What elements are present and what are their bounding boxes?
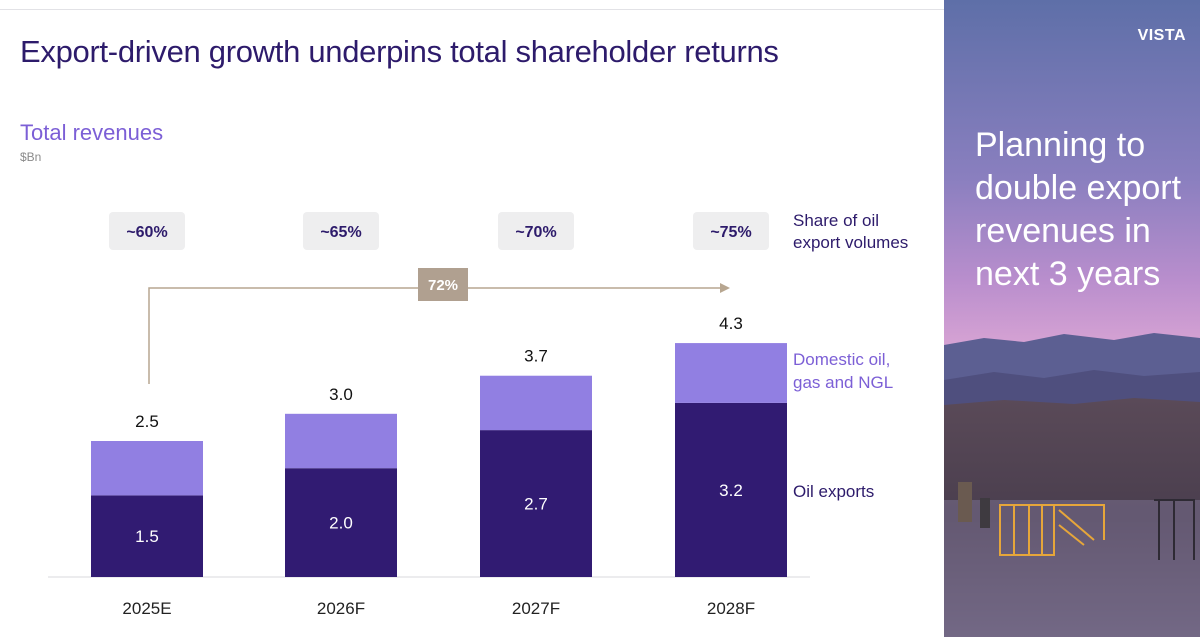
- bar-domestic-2026F: [285, 413, 397, 469]
- x-tick-label-2026F: 2026F: [317, 599, 365, 618]
- legend-domestic-line1: Domestic oil,: [793, 350, 890, 369]
- share-value-2026F: ~65%: [320, 224, 361, 241]
- share-value-2028F: ~75%: [710, 224, 751, 241]
- bar-domestic-2027F: [480, 375, 592, 431]
- bar-oil-exports-2028F: [675, 402, 787, 577]
- x-tick-label-2028F: 2028F: [707, 599, 755, 618]
- page-title: Export-driven growth underpins total sha…: [20, 34, 779, 69]
- bar-oil-exports-2025E: [91, 495, 203, 577]
- cagr-label: 72%: [428, 277, 458, 294]
- value-label-exports-2027F: 2.7: [524, 495, 548, 514]
- share-badge-2028F: [693, 212, 769, 250]
- total-label-2026F: 3.0: [329, 385, 353, 404]
- bar-domestic-2028F: [675, 343, 787, 403]
- bar-oil-exports-2026F: [285, 468, 397, 577]
- unit-label: $Bn: [20, 150, 42, 164]
- total-label-2025E: 2.5: [135, 412, 159, 431]
- total-label-2027F: 3.7: [524, 347, 548, 366]
- growth-arrow-line: [148, 287, 720, 384]
- x-tick-label-2027F: 2027F: [512, 599, 560, 618]
- top-divider: [0, 9, 944, 10]
- growth-arrow-head: [720, 283, 730, 293]
- bar-oil-exports-2027F: [480, 430, 592, 577]
- share-value-2025E: ~60%: [126, 224, 167, 241]
- share-badge-2027F: [498, 212, 574, 250]
- value-label-exports-2026F: 2.0: [329, 514, 353, 533]
- value-label-exports-2028F: 3.2: [719, 481, 743, 500]
- landscape-photo: [944, 0, 1200, 637]
- legend-domestic-line2: gas and NGL: [793, 373, 893, 392]
- sidebar-panel: VISTA Planning to double export revenues…: [944, 0, 1200, 637]
- chart-title: Total revenues: [20, 120, 164, 145]
- share-badge-2025E: [109, 212, 185, 250]
- revenue-chart: 1.5 2.5 2025E ~60% 2.0 3.0 2026F ~65% 2.7 3.7 2027…: [48, 211, 908, 618]
- x-tick-label-2025E: 2025E: [122, 599, 171, 618]
- value-label-exports-2025E: 1.5: [135, 527, 159, 546]
- share-badge-2026F: [303, 212, 379, 250]
- bar-domestic-2025E: [91, 441, 203, 496]
- sidebar-tagline: Planning to double export revenues in ne…: [975, 126, 1182, 293]
- cagr-badge: [418, 268, 468, 301]
- vista-logo: VISTA: [1137, 27, 1186, 44]
- share-row-label-line1: Share of oil: [793, 211, 879, 230]
- share-row-label-line2: export volumes: [793, 233, 908, 252]
- share-value-2027F: ~70%: [515, 224, 556, 241]
- total-label-2028F: 4.3: [719, 314, 743, 333]
- legend-oil-exports: Oil exports: [793, 482, 874, 501]
